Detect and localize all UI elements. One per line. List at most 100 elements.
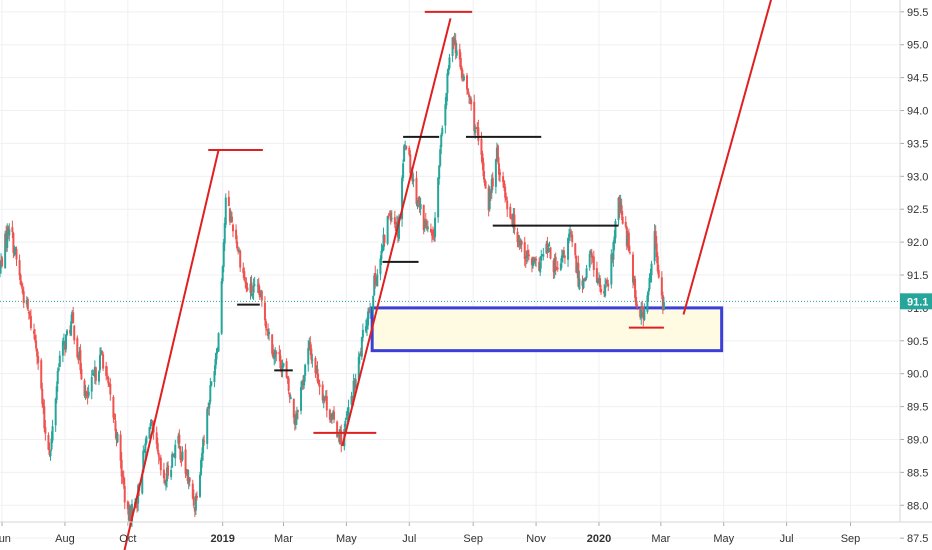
candle-body	[569, 232, 572, 235]
time-axis[interactable]: Jun Aug Oct 2019 Mar May Jul Sep Nov 2020 Mar May Ju…	[0, 521, 932, 545]
candle	[285, 358, 288, 379]
candle-body	[309, 342, 312, 351]
trend-line[interactable]	[682, 0, 774, 315]
candle-body	[179, 446, 182, 460]
candle	[58, 350, 61, 368]
price-axis[interactable]: 95.595.094.594.093.593.092.592.091.591.0…	[899, 0, 928, 545]
candle	[494, 158, 497, 194]
candle-body	[518, 240, 521, 246]
candle-body	[662, 301, 665, 311]
candle-body	[648, 277, 651, 290]
candle-body	[51, 426, 54, 441]
candle	[280, 360, 283, 378]
candle-body	[642, 312, 645, 319]
candle	[333, 406, 336, 424]
candle-body	[150, 421, 153, 426]
candle-body	[73, 325, 76, 341]
candle-body	[148, 427, 151, 439]
trend-line[interactable]	[341, 18, 452, 447]
candle-body	[4, 233, 7, 269]
candle-body	[597, 277, 600, 281]
candle-body	[643, 309, 646, 320]
candle-body	[650, 263, 653, 276]
candle-body	[141, 473, 144, 494]
candle	[380, 243, 383, 266]
candle-body	[221, 266, 224, 282]
candle	[404, 140, 407, 151]
candle	[484, 179, 487, 189]
candle	[502, 171, 505, 188]
support-zone-rectangle[interactable]	[370, 306, 724, 353]
candle-body	[571, 234, 574, 243]
candle	[210, 381, 213, 387]
candle	[309, 336, 312, 356]
candle-body	[209, 385, 212, 402]
candle-body	[376, 274, 379, 287]
candle	[541, 254, 544, 257]
candle-body	[359, 351, 362, 356]
candle-body	[280, 366, 283, 373]
candle-body	[380, 250, 383, 260]
candle-body	[530, 258, 533, 265]
candle-body	[266, 329, 269, 331]
candle	[451, 37, 454, 63]
candle	[535, 256, 538, 268]
candle	[33, 323, 36, 340]
x-tick-label: Jul	[780, 533, 794, 545]
candle-body	[360, 337, 363, 357]
candle	[539, 255, 542, 277]
candle-body	[223, 223, 226, 244]
candle-body	[596, 279, 599, 284]
candle-body	[159, 457, 162, 471]
candle-body	[612, 242, 615, 260]
candle-body	[113, 417, 116, 419]
trend-line[interactable]	[123, 149, 220, 550]
candle-body	[487, 187, 490, 211]
candle-body	[653, 231, 656, 262]
candle	[460, 65, 463, 81]
y-tick-label: 95.0	[907, 40, 928, 52]
candle	[439, 145, 442, 168]
candle-body	[11, 227, 14, 233]
candle	[610, 249, 613, 289]
candle	[340, 424, 343, 453]
candle-body	[66, 330, 69, 335]
candle-body	[620, 205, 623, 215]
candle	[662, 296, 665, 311]
candle	[419, 197, 422, 216]
candle	[239, 249, 242, 272]
candle	[162, 462, 165, 484]
candle-body	[589, 251, 592, 255]
candle	[430, 229, 433, 243]
candle-body	[631, 254, 634, 283]
candle	[530, 256, 533, 273]
candle	[403, 144, 406, 163]
candle	[121, 470, 124, 484]
candle-body	[318, 384, 321, 387]
candle-body	[157, 453, 160, 457]
candle-body	[287, 378, 290, 391]
candle	[547, 243, 550, 253]
candle	[596, 278, 599, 286]
candle	[174, 439, 177, 467]
candle-body	[126, 501, 129, 510]
candle-body	[163, 480, 166, 483]
candle	[584, 276, 587, 282]
candle	[29, 309, 32, 331]
candle-body	[541, 254, 544, 256]
candle-body	[21, 288, 24, 293]
candle	[61, 337, 64, 363]
candle	[19, 273, 22, 286]
candle	[215, 348, 218, 365]
candle-body	[215, 352, 218, 360]
candle-body	[617, 197, 620, 221]
candle-body	[229, 216, 232, 220]
candle-body	[167, 465, 170, 476]
candle	[376, 269, 379, 287]
candle-body	[405, 145, 408, 150]
candle-body	[239, 250, 242, 268]
candle-body	[525, 250, 528, 259]
y-tick-label: 89.5	[907, 402, 928, 414]
candle	[466, 72, 469, 95]
